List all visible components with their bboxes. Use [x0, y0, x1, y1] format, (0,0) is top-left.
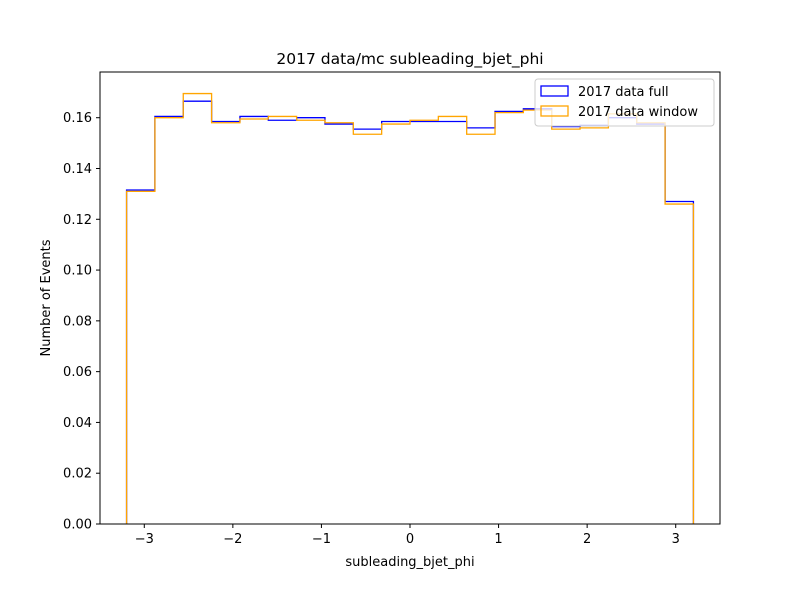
- legend-label: 2017 data window: [578, 105, 698, 120]
- series-2-step-line: [125, 92, 695, 524]
- chart-title: 2017 data/mc subleading_bjet_phi: [276, 50, 543, 69]
- legend-swatch: [540, 105, 569, 117]
- y-tick-label: 0.08: [63, 314, 92, 329]
- legend-label: 2017 data full: [578, 85, 669, 100]
- legend-box: [534, 78, 715, 127]
- y-tick-label: 0.16: [63, 111, 92, 126]
- x-axis: −3 −2 −1 0 1 2 3: [135, 524, 680, 547]
- y-axis-label: Number of Events: [39, 239, 54, 356]
- x-tick-label: −2: [223, 532, 242, 547]
- y-tick-label: 0.04: [63, 416, 92, 431]
- y-axis: 0.00 0.02 0.04 0.06 0.08 0.10 0.12 0.14 0.16: [63, 111, 100, 533]
- y-tick-label: 0.06: [63, 365, 92, 380]
- legend: 2017 data full 2017 data window: [534, 78, 715, 127]
- y-tick-label: 0.02: [63, 467, 92, 482]
- y-tick-label: 0.14: [63, 162, 92, 177]
- x-tick-label: 1: [494, 532, 502, 547]
- x-tick-label: 3: [672, 532, 680, 547]
- y-tick-label: 0.12: [63, 213, 92, 228]
- series-1-step-line: [125, 100, 695, 524]
- x-tick-label: 0: [406, 532, 414, 547]
- legend-swatch: [540, 85, 569, 97]
- x-tick-label: −1: [312, 532, 331, 547]
- x-tick-label: 2: [583, 532, 591, 547]
- x-axis-label: subleading_bjet_phi: [345, 555, 474, 570]
- y-tick-label: 0.00: [63, 518, 92, 533]
- plot-series: [125, 92, 695, 524]
- x-tick-label: −3: [135, 532, 154, 547]
- y-tick-label: 0.10: [63, 264, 92, 279]
- plot-frame: [99, 71, 721, 525]
